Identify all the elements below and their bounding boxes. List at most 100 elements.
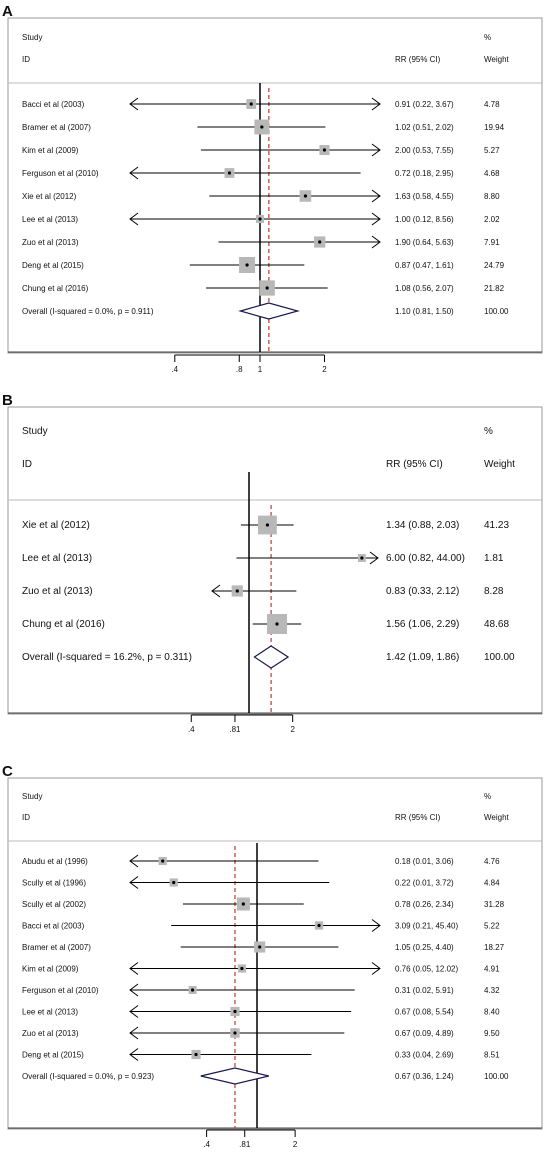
overall-label: Overall (I-squared = 16.2%, p = 0.311) xyxy=(22,652,192,663)
ci-arrow-left xyxy=(129,1005,139,1018)
ci-arrow-right xyxy=(371,143,381,157)
study-label: Lee et al (2013) xyxy=(22,215,78,224)
point-estimate xyxy=(258,217,262,221)
study-weight: 7.91 xyxy=(484,238,500,247)
point-estimate xyxy=(194,1052,198,1057)
overall-diamond xyxy=(253,645,290,669)
study-weight: 5.27 xyxy=(484,146,500,155)
overall-row: Overall (I-squared = 0.0%, p = 0.911) 1.1… xyxy=(22,302,509,320)
header-rr: RR (95% CI) xyxy=(386,459,443,470)
study-row: Ferguson et al (2010) 0.72 (0.18, 2.95) 4.… xyxy=(22,166,500,180)
study-row: Chung et al (2016) 1.56 (1.06, 2.29) 48.68 xyxy=(22,614,509,634)
overall-weight: 100.00 xyxy=(484,307,509,316)
study-rr-ci: 6.00 (0.82, 44.00) xyxy=(386,553,465,564)
study-row: Scully et al (2002) 0.78 (0.26, 2.34) 31.2… xyxy=(22,897,505,911)
study-rr-ci: 1.02 (0.51, 2.02) xyxy=(395,123,454,132)
study-row: Zuo et al (2013) 0.83 (0.33, 2.12) 8.28 xyxy=(22,584,504,598)
study-label: Lee et al (2013) xyxy=(22,1008,78,1017)
study-rr-ci: 0.31 (0.02, 5.91) xyxy=(395,986,454,995)
study-label: Kim et al (2009) xyxy=(22,146,79,155)
panel-frame xyxy=(7,17,543,354)
x-tick-label: 1 xyxy=(258,365,263,374)
study-row: Bacci et al (2003) 3.09 (0.21, 45.40) 5.22 xyxy=(22,919,500,932)
x-tick-label: 2 xyxy=(322,365,327,374)
study-rr-ci: 1.05 (0.25, 4.40) xyxy=(395,943,454,952)
study-label: Zuo et al (2013) xyxy=(22,238,79,247)
ci-arrow-left xyxy=(129,876,139,889)
study-label: Deng et al (2015) xyxy=(22,1051,84,1060)
study-label: Abudu et al (1996) xyxy=(22,857,88,866)
study-weight: 4.68 xyxy=(484,169,500,178)
overall-row: Overall (I-squared = 0.0%, p = 0.923) 0.6… xyxy=(22,1067,509,1085)
header-id: ID xyxy=(22,813,30,822)
study-label: Zuo et al (2013) xyxy=(22,1029,79,1038)
ci-arrow-left xyxy=(129,212,139,226)
study-label: Ferguson et al (2010) xyxy=(22,986,99,995)
point-estimate xyxy=(161,859,165,863)
point-estimate xyxy=(317,923,321,928)
study-rr-ci: 0.72 (0.18, 2.95) xyxy=(395,169,454,178)
x-tick-label: .8 xyxy=(236,365,243,374)
point-estimate xyxy=(322,148,327,152)
study-weight: 24.79 xyxy=(484,261,505,270)
study-weight: 8.28 xyxy=(484,586,504,597)
study-label: Bramer et al (2007) xyxy=(22,943,91,952)
study-weight: 8.51 xyxy=(484,1051,500,1060)
study-row: Xie et al (2012) 1.63 (0.58, 4.55) 8.80 xyxy=(22,189,500,203)
header-id: ID xyxy=(22,459,32,470)
study-row: Lee et al (2013) 6.00 (0.82, 44.00) 1.81 xyxy=(22,551,504,565)
study-row: Deng et al (2015) 0.33 (0.04, 2.69) 8.51 xyxy=(22,1048,500,1061)
overall-diamond xyxy=(238,302,300,320)
study-label: Xie et al (2012) xyxy=(22,520,90,531)
x-tick-label: .4 xyxy=(188,725,195,734)
study-weight: 21.82 xyxy=(484,284,505,293)
study-label: Scully et al (2002) xyxy=(22,900,86,909)
ci-arrow-right xyxy=(371,919,381,932)
overall-weight: 100.00 xyxy=(484,1072,509,1081)
study-weight: 19.94 xyxy=(484,123,505,132)
point-estimate xyxy=(303,194,308,198)
study-row: Bacci et al (2003) 0.91 (0.22, 3.67) 4.78 xyxy=(22,97,500,111)
point-estimate xyxy=(265,286,269,290)
ci-arrow-left xyxy=(129,983,139,997)
overall-rr-ci: 0.67 (0.36, 1.24) xyxy=(395,1072,454,1081)
overall-label: Overall (I-squared = 0.0%, p = 0.911) xyxy=(22,307,154,316)
study-rr-ci: 0.67 (0.08, 5.54) xyxy=(395,1008,454,1017)
ci-arrow-left xyxy=(211,584,221,598)
study-row: Kim et al (2009) 2.00 (0.53, 7.55) 5.27 xyxy=(22,143,500,157)
study-weight: 41.23 xyxy=(484,520,509,531)
point-estimate xyxy=(240,966,244,971)
header-percent: % xyxy=(484,792,491,801)
header-weight: Weight xyxy=(484,813,510,822)
panel-label: B xyxy=(2,392,13,409)
study-rr-ci: 1.56 (1.06, 2.29) xyxy=(386,619,459,630)
study-weight: 1.81 xyxy=(484,553,504,564)
study-label: Zuo et al (2013) xyxy=(22,586,93,597)
study-weight: 4.32 xyxy=(484,986,500,995)
point-estimate xyxy=(233,1031,237,1035)
header-rr: RR (95% CI) xyxy=(395,55,441,64)
study-row: Kim et al (2009) 0.76 (0.05, 12.02) 4.91 xyxy=(22,962,500,975)
study-weight: 2.02 xyxy=(484,215,500,224)
ci-arrow-right xyxy=(371,235,381,249)
study-rr-ci: 0.22 (0.01, 3.72) xyxy=(395,879,454,888)
ci-arrow-left xyxy=(129,166,139,180)
study-row: Deng et al (2015) 0.87 (0.47, 1.61) 24.79 xyxy=(22,257,505,273)
study-rr-ci: 1.08 (0.56, 2.07) xyxy=(395,284,454,293)
point-estimate xyxy=(260,125,264,129)
ci-arrow-left xyxy=(129,854,139,868)
panel-label: A xyxy=(2,3,13,20)
study-rr-ci: 0.87 (0.47, 1.61) xyxy=(395,261,454,270)
header-id: ID xyxy=(22,55,30,64)
study-label: Scully et al (1996) xyxy=(22,879,86,888)
study-row: Xie et al (2012) 1.34 (0.88, 2.03) 41.23 xyxy=(22,515,509,535)
study-rr-ci: 0.18 (0.01, 3.06) xyxy=(395,857,454,866)
study-rr-ci: 0.78 (0.26, 2.34) xyxy=(395,900,454,909)
study-rr-ci: 0.33 (0.04, 2.69) xyxy=(395,1051,454,1060)
study-label: Kim et al (2009) xyxy=(22,965,79,974)
study-weight: 5.22 xyxy=(484,922,500,931)
study-rr-ci: 1.00 (0.12, 8.56) xyxy=(395,215,454,224)
